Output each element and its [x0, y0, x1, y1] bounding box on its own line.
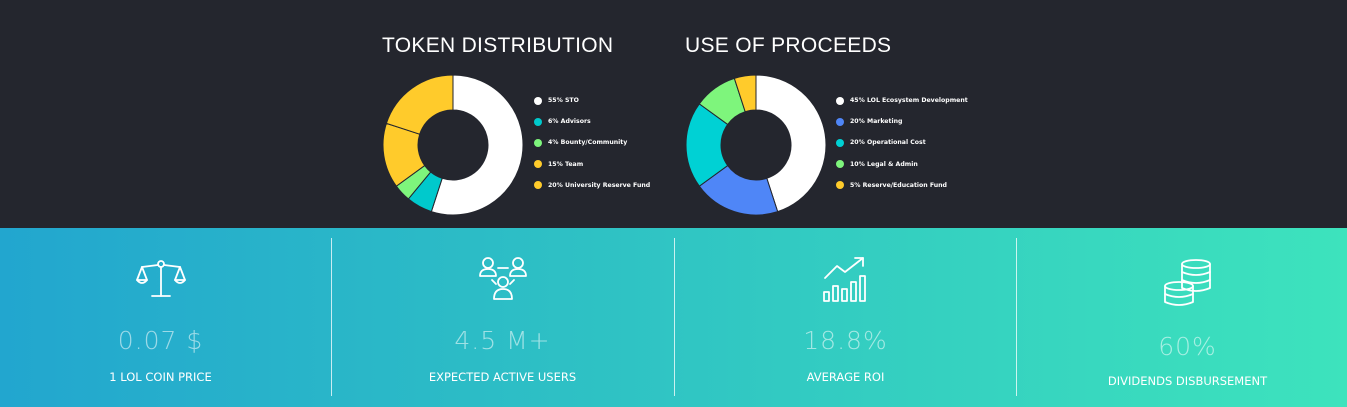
legend-swatch	[534, 117, 542, 126]
stat-value: 0.07 $	[117, 326, 204, 355]
stat-average-roi: 18.8% AVERAGE ROI	[675, 228, 1016, 407]
legend-item: 10% Legal & Admin	[836, 154, 968, 175]
stat-divider	[331, 238, 332, 396]
scale-icon	[135, 260, 186, 297]
legend-swatch	[836, 138, 844, 147]
legend-item: 6% Advisors	[534, 111, 650, 132]
donut-slice	[385, 74, 454, 135]
stat-value: 18.8%	[803, 326, 888, 355]
legend-item: 5% Reserve/Education Fund	[836, 175, 968, 196]
legend-item: 45% LOL Ecosystem Development	[836, 90, 968, 111]
legend-swatch	[534, 181, 542, 190]
legend-label: 10% Legal & Admin	[850, 160, 918, 168]
stat-label: 1 LOL COIN PRICE	[109, 370, 212, 384]
legend-swatch	[534, 96, 542, 105]
legend-swatch	[836, 117, 844, 126]
legend-swatch	[836, 181, 844, 190]
stats-section: 0.07 $ 1 LOL COIN PRICE 4.5 M+ EXPECTED …	[0, 228, 1347, 407]
use-of-proceeds-legend: 45% LOL Ecosystem Development 20% Marketi…	[836, 90, 968, 196]
charts-section: TOKEN DISTRIBUTION 55% STO 6% Advisors 4% …	[382, 34, 968, 216]
coins-icon	[1163, 259, 1211, 306]
stat-value: 60%	[1158, 332, 1217, 361]
legend-label: 4% Bounty/Community	[548, 139, 628, 147]
donut-slice	[755, 74, 827, 213]
legend-label: 45% LOL Ecosystem Development	[850, 97, 968, 105]
use-of-proceeds-donut	[685, 74, 827, 216]
stat-label: AVERAGE ROI	[806, 370, 885, 384]
donut-slice	[733, 74, 757, 113]
token-distribution-legend: 55% STO 6% Advisors 4% Bounty/Community 15%…	[534, 90, 650, 196]
stat-label: DIVIDENDS DISBURSEMENT	[1107, 374, 1268, 388]
legend-item: 4% Bounty/Community	[534, 132, 650, 153]
legend-swatch	[836, 160, 844, 169]
stat-divider	[674, 238, 675, 396]
use-of-proceeds-title: USE OF PROCEEDS	[685, 34, 892, 57]
legend-label: 20% University Reserve Fund	[548, 181, 651, 189]
legend-item: 20% Operational Cost	[836, 132, 968, 153]
stat-coin-price: 0.07 $ 1 LOL COIN PRICE	[0, 228, 331, 407]
donut-slice	[430, 74, 524, 216]
legend-item: 20% Marketing	[836, 111, 968, 132]
legend-label: 5% Reserve/Education Fund	[850, 181, 947, 189]
legend-swatch	[534, 160, 542, 169]
legend-swatch	[534, 138, 542, 147]
stat-dividends: 60% DIVIDENDS DISBURSEMENT	[1017, 228, 1347, 407]
stat-divider	[1016, 238, 1017, 396]
legend-label: 20% Operational Cost	[850, 139, 926, 147]
legend-item: 15% Team	[534, 154, 650, 175]
token-distribution-title: TOKEN DISTRIBUTION	[382, 34, 614, 57]
users-icon	[478, 257, 527, 300]
stat-active-users: 4.5 M+ EXPECTED ACTIVE USERS	[332, 228, 673, 407]
stat-label: EXPECTED ACTIVE USERS	[428, 370, 577, 384]
legend-item: 20% University Reserve Fund	[534, 175, 650, 196]
token-distribution-donut	[382, 74, 524, 216]
legend-label: 55% STO	[548, 97, 579, 105]
legend-label: 20% Marketing	[850, 118, 903, 126]
legend-swatch	[836, 96, 844, 105]
legend-label: 15% Team	[548, 160, 584, 168]
legend-item: 55% STO	[534, 90, 650, 111]
stat-value: 4.5 M+	[454, 326, 551, 355]
legend-label: 6% Advisors	[548, 118, 591, 126]
growth-chart-icon	[822, 257, 866, 302]
